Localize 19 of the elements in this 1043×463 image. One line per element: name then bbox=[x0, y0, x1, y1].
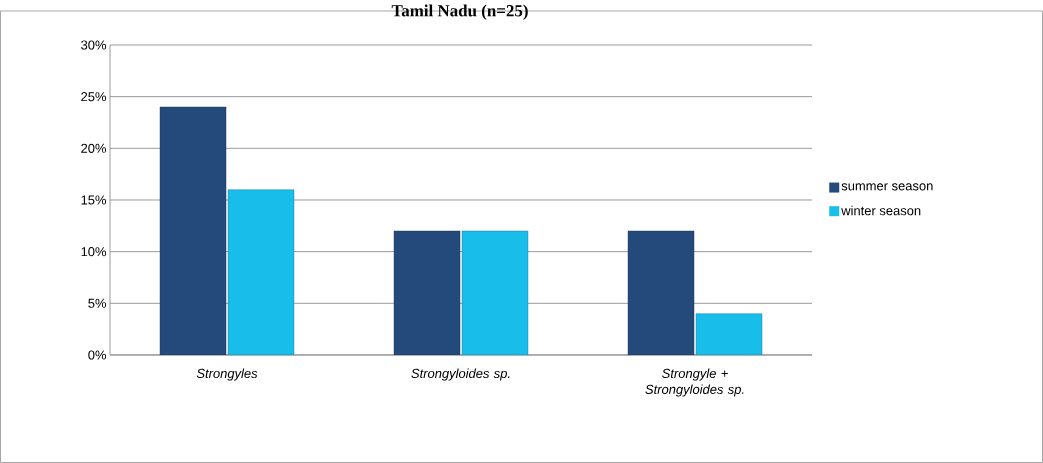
bar bbox=[627, 230, 695, 355]
y-tick-label: 5% bbox=[88, 298, 107, 308]
bar bbox=[695, 313, 763, 355]
legend-label: summer season bbox=[841, 183, 933, 191]
y-tick-label: 10% bbox=[81, 247, 107, 257]
y-tick-label: 25% bbox=[81, 92, 107, 102]
y-tick-label: 15% bbox=[81, 195, 107, 205]
legend-label: winter season bbox=[841, 205, 921, 216]
x-tick-label: Strongyle + Strongyloides sp. bbox=[645, 368, 744, 397]
x-tick-label: Strongyloides sp. bbox=[411, 368, 510, 381]
y-tick-label: 30% bbox=[81, 40, 107, 50]
bar bbox=[461, 230, 529, 355]
y-tick-label: 20% bbox=[81, 143, 107, 153]
x-tick-label: Strongyles bbox=[196, 368, 258, 381]
bar bbox=[159, 106, 227, 355]
bar bbox=[393, 230, 461, 355]
chart-title: Tamil Nadu (n=25) bbox=[391, 4, 528, 20]
bar bbox=[227, 189, 295, 355]
y-tick-label: 0% bbox=[88, 350, 107, 360]
